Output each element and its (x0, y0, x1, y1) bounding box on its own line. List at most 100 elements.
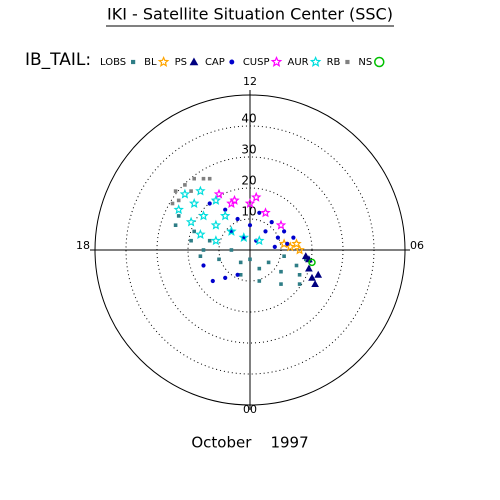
marker (285, 241, 290, 246)
legend-label: RB (327, 57, 341, 68)
marker (238, 232, 250, 243)
marker (189, 189, 193, 193)
marker (188, 197, 200, 208)
marker (291, 238, 302, 249)
grid-circle (218, 218, 282, 282)
marker (254, 235, 265, 246)
marker (207, 238, 212, 243)
marker (176, 214, 181, 218)
marker (248, 257, 252, 262)
marker (226, 225, 237, 236)
r-tick-label: 40 (241, 112, 256, 126)
marker (305, 264, 313, 272)
legend-label: CUSP (243, 57, 270, 68)
angle-tick-label: 12 (243, 75, 257, 88)
r-tick-label: 30 (241, 143, 256, 157)
grid-circle (125, 125, 375, 375)
marker (272, 244, 277, 249)
marker (308, 258, 316, 267)
r-tick-label: 20 (241, 174, 256, 188)
marker (213, 188, 225, 199)
legend-label: BL (144, 57, 157, 68)
marker (270, 55, 283, 68)
marker (198, 254, 203, 258)
legend-title: IB_TAIL: (25, 50, 91, 70)
legend-label: PS (175, 57, 187, 68)
marker (219, 210, 231, 221)
marker (279, 269, 283, 274)
marker (170, 201, 175, 206)
marker (244, 197, 256, 208)
marker (223, 275, 228, 280)
marker (185, 216, 197, 227)
marker (201, 176, 206, 181)
marker (173, 204, 184, 215)
marker (189, 57, 199, 66)
marker (308, 273, 316, 281)
marker (247, 223, 253, 228)
legend-label: CAP (205, 57, 225, 68)
marker (260, 207, 271, 218)
marker (223, 207, 228, 212)
marker (374, 56, 385, 68)
legend-label: LOBS (100, 57, 126, 68)
marker (210, 219, 222, 230)
marker (250, 191, 262, 202)
legend-label: AUR (288, 57, 309, 68)
marker (282, 254, 286, 258)
marker (226, 197, 237, 208)
marker (217, 257, 221, 262)
marker (238, 273, 243, 277)
marker (235, 216, 240, 222)
marker (311, 280, 319, 287)
marker (263, 229, 268, 234)
marker (314, 270, 323, 278)
marker (257, 266, 262, 271)
marker (195, 185, 206, 196)
marker (294, 244, 305, 255)
marker (210, 194, 222, 205)
marker (210, 235, 222, 246)
marker (269, 220, 274, 225)
marker (210, 278, 215, 284)
chart-title: IKI - Satellite Situation Center (SSC) (107, 5, 393, 24)
marker (238, 260, 243, 265)
angle-tick-label: 18 (76, 239, 90, 252)
marker (173, 223, 178, 227)
marker (297, 282, 302, 286)
marker (207, 176, 212, 181)
marker (229, 59, 235, 65)
angle-tick-label: 00 (243, 403, 257, 416)
marker (201, 248, 206, 252)
marker (131, 59, 136, 65)
marker (309, 55, 322, 68)
marker (235, 272, 240, 277)
marker (266, 260, 271, 265)
marker (301, 252, 310, 260)
grid-circle (187, 187, 313, 313)
marker (176, 198, 181, 203)
marker (291, 235, 296, 240)
date-label: October 1997 (191, 434, 308, 452)
marker (173, 189, 178, 193)
marker (257, 210, 262, 215)
marker (275, 219, 287, 230)
marker (279, 282, 283, 286)
marker (257, 279, 262, 283)
marker (275, 235, 280, 240)
marker (192, 176, 196, 181)
marker (304, 257, 308, 262)
marker (207, 201, 212, 206)
angle-tick-label: 06 (410, 239, 424, 252)
marker (157, 55, 170, 68)
marker (179, 188, 191, 199)
marker (282, 229, 287, 234)
marker (183, 183, 187, 187)
marker (201, 263, 206, 268)
marker (198, 210, 209, 221)
grid-circle (156, 156, 344, 344)
marker (189, 238, 193, 243)
marker (297, 273, 302, 277)
legend-label: NS (358, 57, 372, 68)
